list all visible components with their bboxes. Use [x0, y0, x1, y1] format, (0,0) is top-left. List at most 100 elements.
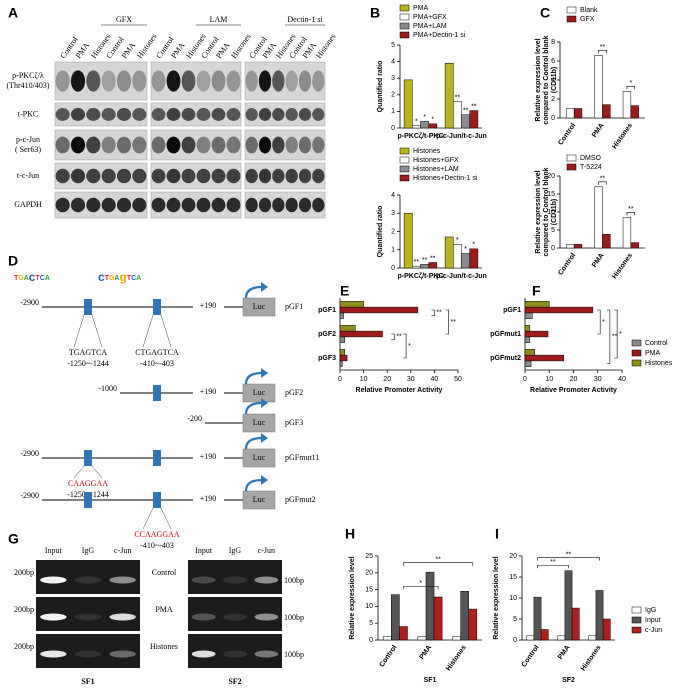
legend-swatch	[399, 22, 410, 30]
y-tick-label: 4	[391, 192, 395, 199]
bar	[453, 101, 462, 129]
legend-label: Blank	[580, 7, 598, 14]
reporter-label: Luc	[253, 495, 266, 504]
blot-band	[86, 168, 101, 184]
blot-band	[70, 70, 86, 92]
blot-band	[272, 168, 285, 184]
blot-band	[166, 108, 181, 121]
y-axis-label: compared to Control blank	[543, 35, 550, 124]
x-tick-label: Histones	[580, 644, 603, 672]
bar	[566, 108, 575, 119]
row-label: t-c-Jun	[17, 171, 39, 180]
y-tick-label: 0	[551, 245, 555, 252]
legend-swatch	[631, 359, 642, 367]
significance: **	[550, 559, 556, 566]
blot-band	[211, 197, 226, 213]
legend-label: Histones+Dectin-1 si	[413, 175, 478, 182]
gel-band	[40, 613, 67, 621]
row-label: ( Ser63)	[15, 145, 41, 154]
blot-band	[298, 108, 312, 121]
bar	[595, 590, 604, 641]
bar	[524, 306, 594, 314]
significance-bracket	[445, 309, 449, 335]
panel-label: B	[370, 5, 380, 21]
site-sequence: CTGAGTCA	[135, 348, 179, 357]
gel-row-label: Control	[152, 568, 177, 577]
legend-swatch	[631, 606, 642, 614]
panel-label: E	[340, 283, 349, 299]
blot-band	[181, 168, 196, 184]
bar	[571, 607, 580, 641]
gel-column-label: c-Jun	[258, 546, 275, 555]
significance: *	[602, 319, 605, 326]
y-tick-label: 2	[391, 228, 395, 235]
site-link	[73, 465, 85, 479]
reporter-box	[242, 448, 276, 468]
construct-start: -200	[187, 414, 202, 423]
bar	[469, 110, 479, 129]
blot-band	[101, 168, 116, 184]
construct-end: +190	[200, 494, 217, 503]
gel-band	[191, 650, 216, 658]
bar	[444, 63, 454, 129]
bar	[622, 217, 632, 249]
reporter-label: Luc	[253, 453, 266, 462]
y-tick-label: 20	[509, 553, 517, 560]
y-axis-label: Relative expression level	[535, 170, 542, 253]
significance: **	[396, 334, 402, 341]
x-tick-label: PMA	[591, 122, 606, 139]
gel-band	[254, 613, 279, 621]
blot-band	[181, 136, 196, 154]
legend-label: T-5224	[580, 164, 602, 171]
bar	[452, 636, 461, 641]
bar	[420, 264, 429, 269]
bar	[460, 591, 469, 641]
site-position: -410~-403	[140, 359, 174, 368]
panel-label: I	[495, 526, 499, 542]
gel-name: SF1	[81, 677, 94, 686]
blot-background	[244, 61, 326, 101]
tss-arrow-head	[261, 282, 268, 292]
blot-band	[272, 108, 285, 121]
bar	[433, 596, 443, 641]
x-tick-label: PMA	[591, 252, 606, 269]
bar	[339, 336, 345, 343]
legend-swatch	[631, 626, 642, 634]
blot-band	[70, 108, 86, 121]
blot-band	[196, 136, 211, 154]
significance: **	[471, 103, 477, 110]
blot-background	[54, 129, 148, 161]
blot-band	[151, 70, 166, 92]
x-tick-label: 30	[594, 376, 602, 383]
construct-end: +190	[200, 387, 217, 396]
y-tick-label: 4	[391, 58, 395, 65]
legend-label: PMA+Dectin-1 si	[413, 32, 466, 39]
bar	[461, 253, 470, 269]
construct-name: pGF2	[285, 388, 303, 397]
reporter-box	[242, 413, 276, 433]
y-tick-label: 2	[551, 96, 555, 103]
construct-start: -2900	[20, 491, 39, 500]
x-tick-label: 30	[407, 376, 415, 383]
bar	[573, 108, 583, 119]
bar	[630, 242, 639, 249]
bar	[564, 570, 573, 641]
blot-band	[116, 168, 132, 184]
blot-background	[54, 61, 148, 101]
site-link	[73, 314, 85, 348]
gel-band	[254, 650, 279, 658]
legend-label: DMSO	[580, 155, 602, 162]
legend-swatch	[399, 4, 410, 12]
legend-swatch	[399, 165, 410, 173]
bar	[453, 244, 462, 269]
y-tick-label: 0	[391, 265, 395, 272]
site-sequence: TGAGTCA	[69, 348, 107, 357]
significance: **	[628, 206, 634, 213]
blot-band	[181, 197, 196, 213]
blot-band	[166, 136, 181, 154]
y-tick-label: 8	[551, 39, 555, 46]
row-label: p-c-Jun	[16, 135, 40, 144]
group-label: Dectin-1 si	[287, 15, 323, 24]
significance: *	[431, 117, 434, 124]
